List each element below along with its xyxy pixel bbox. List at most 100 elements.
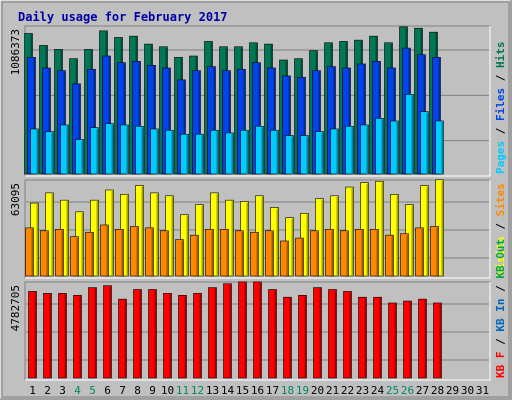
- bar-pages: [180, 133, 189, 175]
- x-tick-label: 28: [431, 384, 444, 397]
- x-tick-label: 23: [356, 384, 369, 397]
- legend-entry: KB In: [494, 299, 507, 332]
- legend: KB F / KB In / KB Out: [494, 239, 507, 378]
- bar-sites: [235, 230, 244, 277]
- x-tick-label: 6: [104, 384, 111, 397]
- legend-entry: Sites: [494, 183, 507, 216]
- x-tick-label: 2: [44, 384, 51, 397]
- bar-sites: [175, 239, 184, 277]
- bar-pages: [30, 128, 39, 175]
- bar-sites: [55, 229, 64, 277]
- bar-kb-f: [223, 283, 232, 379]
- bar-sites: [400, 233, 409, 277]
- x-tick-label: 18: [281, 384, 294, 397]
- x-tick-label: 7: [119, 384, 126, 397]
- bar-kb-f: [343, 291, 352, 379]
- x-tick-label: 12: [191, 384, 204, 397]
- bar-kb-f: [283, 296, 292, 379]
- svg-text:Pages / Files / Hits: Pages / Files / Hits: [494, 42, 507, 175]
- bar-kb-f: [58, 293, 67, 379]
- x-tick-label: 27: [416, 384, 429, 397]
- bar-sites: [385, 234, 394, 277]
- bar-kb-f: [88, 287, 97, 379]
- x-tick-label: 22: [341, 384, 354, 397]
- bar-sites: [40, 230, 49, 277]
- bar-sites: [160, 230, 169, 277]
- x-tick-label: 30: [461, 384, 474, 397]
- bar-kb-f: [28, 291, 37, 379]
- bar-kb-f: [163, 293, 172, 379]
- y-max-label: 1086373: [9, 29, 22, 75]
- hits-files-pages-panel: 1086373 Pages / Files / Hits: [9, 25, 507, 177]
- x-tick-label: 21: [326, 384, 339, 397]
- x-tick-label: 11: [176, 384, 189, 397]
- x-tick-label: 14: [221, 384, 235, 397]
- bar-kb-f: [253, 281, 262, 379]
- bar-kb-f: [178, 294, 187, 379]
- bar-pages: [150, 128, 159, 175]
- bar-kb-f: [103, 285, 112, 379]
- bar-kb-f: [193, 293, 202, 379]
- x-tick-label: 19: [296, 384, 309, 397]
- bar-pages: [60, 124, 69, 175]
- bar-pages: [270, 129, 279, 175]
- bar-kb-f: [268, 289, 277, 379]
- x-tick-label: 13: [206, 384, 219, 397]
- bar-kb-f: [133, 289, 142, 379]
- bar-kb-f: [418, 298, 427, 379]
- legend-entry: KB Out: [494, 239, 507, 279]
- bar-sites: [325, 229, 334, 277]
- bar-sites: [220, 229, 229, 277]
- legend-entry: Visits: [494, 236, 507, 276]
- bar-pages: [120, 124, 129, 175]
- bar-pages: [210, 129, 219, 175]
- bar-sites: [415, 227, 424, 277]
- bar-pages: [90, 127, 99, 175]
- chart-title: Daily usage for February 2017: [18, 10, 228, 24]
- bar-pages: [195, 133, 204, 175]
- bar-visits: [375, 180, 384, 277]
- bar-pages: [45, 131, 54, 175]
- bar-sites: [130, 226, 139, 277]
- bar-kb-f: [238, 281, 247, 379]
- x-tick-label: 17: [266, 384, 279, 397]
- bar-pages: [135, 125, 144, 175]
- bar-pages: [420, 111, 429, 175]
- bar-sites: [115, 229, 124, 277]
- x-tick-label: 26: [401, 384, 414, 397]
- bar-pages: [105, 123, 114, 175]
- kbytes-panel: 4782705 KB F / KB In / KB Out: [9, 239, 507, 381]
- legend: Visits / Sites: [494, 183, 507, 276]
- bar-kb-f: [73, 294, 82, 379]
- bar-kb-f: [403, 300, 412, 379]
- bar-sites: [310, 230, 319, 277]
- bar-sites: [100, 224, 109, 277]
- bar-pages: [255, 125, 264, 175]
- bar-pages: [285, 135, 294, 175]
- x-tick-label: 9: [149, 384, 156, 397]
- legend-entry: Files: [494, 88, 507, 121]
- x-tick-label: 29: [446, 384, 459, 397]
- bar-kb-f: [148, 289, 157, 379]
- bar-sites: [85, 231, 94, 277]
- bar-kb-f: [328, 289, 337, 379]
- x-tick-label: 1: [29, 384, 36, 397]
- x-tick-label: 24: [371, 384, 385, 397]
- bar-sites: [250, 231, 259, 277]
- bar-sites: [340, 230, 349, 277]
- bar-sites: [190, 234, 199, 277]
- bar-pages: [165, 129, 174, 175]
- visits-sites-panel: 63095 Visits / Sites: [9, 179, 507, 279]
- bar-kb-f: [433, 302, 442, 379]
- bar-pages: [240, 129, 249, 175]
- legend-entry: Hits: [494, 42, 507, 69]
- x-tick-label: 25: [386, 384, 399, 397]
- bar-pages: [375, 118, 384, 175]
- x-tick-label: 8: [134, 384, 141, 397]
- x-axis-day-labels: 1 2 3 4 5 6 7 8 9 10 11 12 13 14 15 16 17 18 19 20 21 22 23 24 2…: [29, 384, 489, 397]
- svg-text:Visits / Sites: Visits / Sites: [494, 183, 507, 276]
- bar-kb-f: [373, 296, 382, 379]
- bar-kb-f: [358, 296, 367, 379]
- bar-pages: [360, 124, 369, 175]
